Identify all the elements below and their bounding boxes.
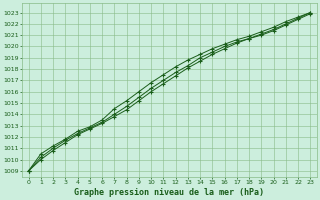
X-axis label: Graphe pression niveau de la mer (hPa): Graphe pression niveau de la mer (hPa) [75, 188, 264, 197]
